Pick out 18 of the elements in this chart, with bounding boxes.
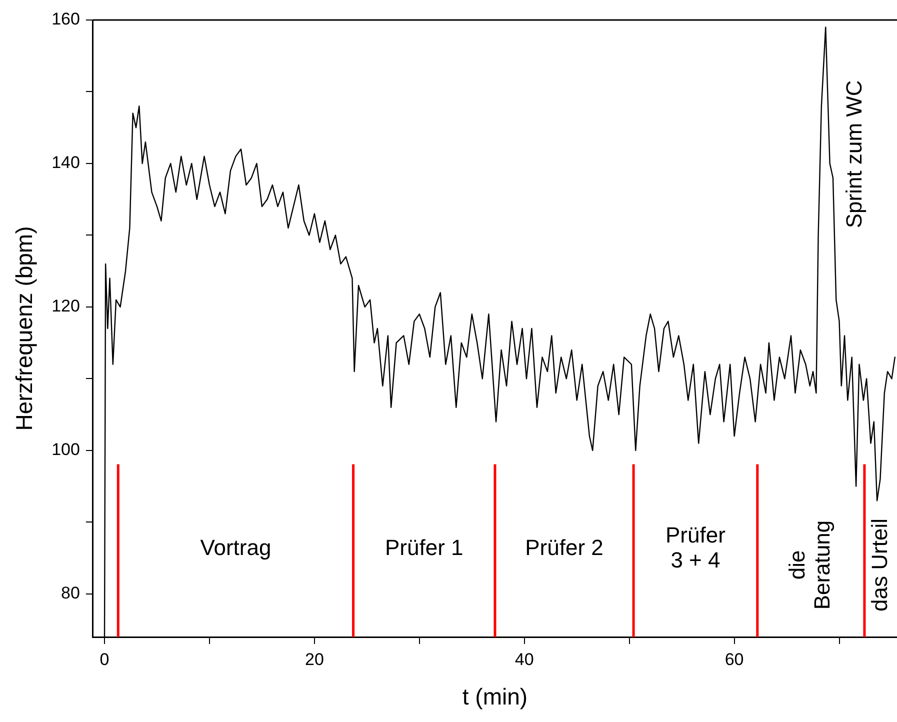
annotation: Prüfer 2 bbox=[525, 535, 604, 560]
y-tick-label: 120 bbox=[52, 296, 80, 316]
x-axis-title: t (min) bbox=[462, 684, 528, 710]
x-tick-label: 60 bbox=[724, 650, 744, 669]
y-tick-label: 140 bbox=[52, 153, 80, 172]
y-axis-title: Herzfrequenz (bpm) bbox=[11, 226, 38, 431]
annotation: Sprint zum WC bbox=[842, 80, 867, 228]
annotation: das Urteil bbox=[866, 518, 892, 612]
annotation: Prüfer 3 + 4 bbox=[666, 522, 726, 573]
y-tick-label: 80 bbox=[61, 584, 80, 603]
annotation: Prüfer 1 bbox=[384, 535, 464, 560]
x-tick-label: 20 bbox=[304, 650, 324, 669]
x-tick-label: 0 bbox=[100, 650, 110, 669]
y-tick-label: 100 bbox=[52, 440, 80, 460]
annotation: Vortrag bbox=[200, 535, 272, 560]
y-tick-label: 160 bbox=[52, 10, 80, 29]
x-tick-label: 40 bbox=[514, 650, 534, 669]
annotation: die Beratung bbox=[784, 520, 834, 610]
